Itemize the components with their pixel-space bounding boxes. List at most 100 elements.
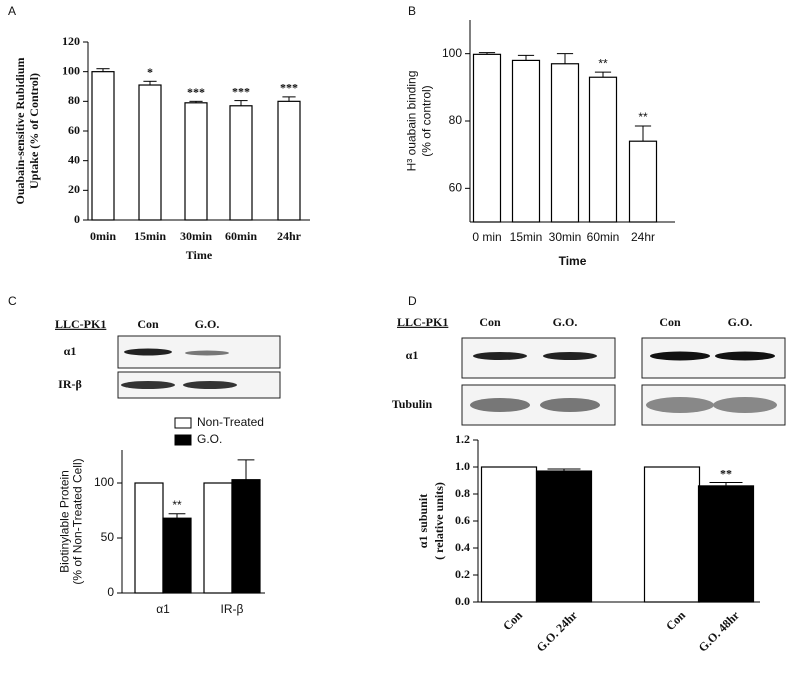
significance-label: **: [598, 56, 608, 70]
x-tick-label: G.O. 48hr: [696, 608, 743, 655]
blot-row: α1: [64, 344, 77, 358]
y-tick-label: 40: [68, 152, 80, 166]
x-tick-label: Con: [663, 608, 688, 633]
y-tick-label: 0.4: [455, 540, 470, 554]
chart-panel: C 0 50 100 Biotinylable Protein (% of Non-Tre…: [8, 294, 265, 616]
blot-lane: G.O.: [195, 317, 220, 331]
band: [713, 397, 777, 413]
panel-label: C: [8, 294, 17, 308]
band: [650, 351, 710, 361]
legend-swatch: [174, 417, 192, 429]
x-tick-label: 30min: [549, 230, 582, 244]
panel-label: B: [408, 4, 416, 18]
y-tick-label: 0.6: [455, 513, 470, 527]
band: [540, 398, 600, 412]
bar: [231, 479, 261, 594]
y-tick-label: 100: [94, 475, 114, 489]
x-tick-label: 30min: [180, 229, 212, 243]
bar: [229, 105, 253, 221]
band: [124, 348, 172, 356]
y-tick-label: 120: [62, 34, 80, 48]
bar: [277, 100, 301, 221]
blot-lane: G.O.: [728, 315, 753, 329]
band: [646, 397, 714, 413]
blot-lane: Con: [137, 317, 159, 331]
blot-lane: Con: [659, 315, 681, 329]
significance-label: ***: [187, 85, 205, 99]
y-tick-label: 80: [68, 93, 80, 107]
y-tick-label: 0.0: [455, 594, 470, 608]
chart-panel: D 0.0 0.2 0.4 0.6 0.8 1.0 1.2 α1 subunit( relati…: [408, 294, 760, 655]
band: [121, 381, 175, 389]
blot-row: Tubulin: [392, 397, 433, 411]
bar: [472, 53, 502, 223]
legend-label: Non-Treated: [197, 415, 264, 429]
blot-d: LLC-PK1 Con G.O. Con G.O. α1 Tubulin: [392, 315, 786, 426]
y-axis-label: (% of Non-Treated Cell): [71, 458, 85, 584]
blot-lane: G.O.: [553, 315, 578, 329]
blot-c: LLC-PK1 Con G.O. α1 IR-β: [55, 317, 281, 399]
x-tick-label: α1: [156, 602, 170, 616]
blot-row: IR-β: [58, 377, 82, 391]
y-tick-label: 20: [68, 182, 80, 196]
bar: [138, 84, 162, 221]
chart-panel: A 0 20 40 60 80 100 120 Ouabain-sensitive Rubidi…: [8, 4, 310, 262]
bar: [91, 71, 115, 221]
bar: [184, 102, 208, 221]
y-tick-label: 100: [442, 46, 462, 60]
significance-label: **: [172, 498, 182, 512]
bar: [203, 482, 233, 594]
bar: [550, 63, 580, 223]
y-axis-label: H³ ouabain binding: [405, 71, 419, 172]
band: [185, 350, 229, 356]
x-tick-label: IR-β: [221, 602, 244, 616]
legend-label: G.O.: [197, 432, 222, 446]
y-axis-label: Uptake (% of Control): [27, 73, 41, 189]
bar: [134, 482, 164, 594]
significance-label: *: [147, 65, 153, 79]
y-tick-label: 0.8: [455, 486, 470, 500]
significance-label: **: [720, 466, 732, 480]
band: [543, 352, 597, 360]
y-axis-label: Biotinylable Protein: [58, 470, 72, 573]
band: [470, 398, 530, 412]
x-tick-label: 60min: [587, 230, 620, 244]
x-tick-label: 15min: [510, 230, 543, 244]
y-axis-label: ( relative units): [432, 482, 446, 560]
y-tick-label: 60: [68, 123, 80, 137]
band: [183, 381, 237, 389]
y-tick-label: 1.0: [455, 459, 470, 473]
chart-panel: B 60 80 100 H³ ouabain binding (% of control)…: [405, 4, 675, 268]
y-axis-label: (% of control): [420, 85, 434, 156]
bar: [628, 140, 658, 223]
band: [715, 351, 775, 361]
blot-cell: LLC-PK1: [397, 315, 448, 329]
bar: [511, 59, 541, 223]
x-tick-label: Con: [500, 608, 525, 633]
y-tick-label: 100: [62, 63, 80, 77]
x-tick-label: 24hr: [277, 229, 302, 243]
y-tick-label: 50: [101, 530, 115, 544]
y-tick-label: 1.2: [455, 432, 470, 446]
significance-label: ***: [280, 81, 298, 95]
significance-label: **: [638, 110, 648, 124]
blot-lane: Con: [479, 315, 501, 329]
legend-swatch: [174, 434, 192, 446]
panel-label: A: [8, 4, 16, 18]
bar: [697, 485, 755, 603]
bar: [643, 466, 701, 603]
band: [473, 352, 527, 360]
x-axis-label: Time: [186, 248, 213, 262]
bar: [162, 517, 192, 594]
x-tick-label: 15min: [134, 229, 166, 243]
bar: [480, 466, 538, 603]
x-tick-label: G.O. 24hr: [534, 608, 581, 655]
x-tick-label: 60min: [225, 229, 257, 243]
y-axis-label: α1 subunit: [416, 494, 430, 548]
y-tick-label: 0.2: [455, 567, 470, 581]
y-tick-label: 0: [107, 585, 114, 599]
bar: [535, 470, 593, 603]
significance-label: ***: [232, 84, 250, 98]
x-tick-label: 24hr: [631, 230, 655, 244]
